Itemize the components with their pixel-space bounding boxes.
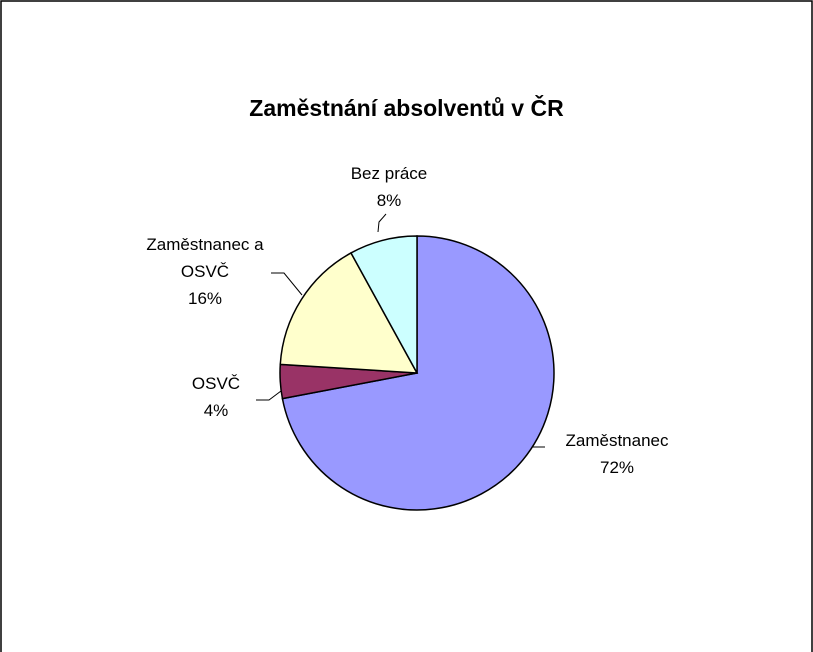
chart-title: Zaměstnání absolventů v ČR (249, 95, 564, 121)
pie-slice (349, 235, 418, 374)
slice-label: Zaměstnanec (565, 431, 669, 450)
slice-label: OSVČ (191, 374, 241, 393)
slice-value-label: 4% (203, 401, 229, 420)
leader-line (271, 272, 303, 296)
slice-label: Bez práce (350, 164, 428, 183)
leader-line (256, 387, 286, 401)
slice-value-label: 72% (599, 458, 635, 477)
slice-label: Zaměstnanec a OSVČ (146, 235, 264, 281)
leader-line (377, 213, 387, 233)
slice-value-label: 8% (376, 191, 402, 210)
pie-slice (281, 235, 555, 511)
pie-slice (279, 251, 419, 374)
slice-value-label: 16% (187, 289, 223, 308)
